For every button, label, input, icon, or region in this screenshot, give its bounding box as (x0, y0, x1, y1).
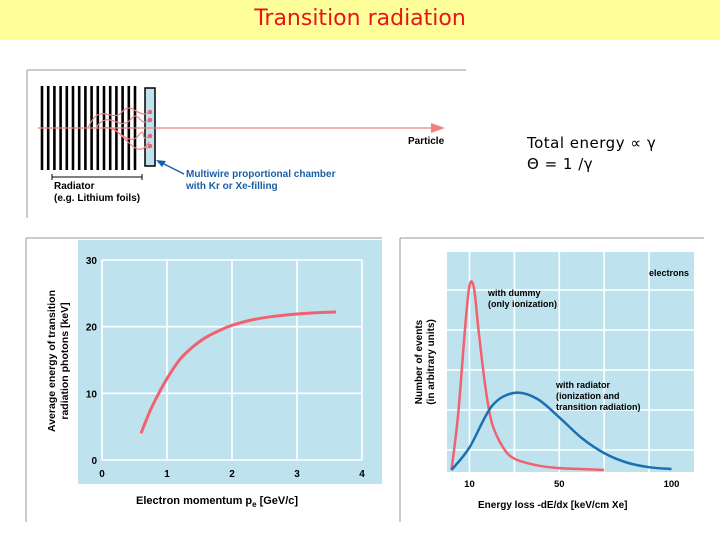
formula-angle: Θ = 1 /γ (527, 155, 594, 173)
chart2-y-axis-label-line2: (in arbitrary units) (426, 319, 437, 405)
photon-dot (147, 117, 153, 123)
chart1-x-tick-label: 0 (99, 469, 105, 480)
chart2-radiator-label: with radiator (555, 380, 611, 390)
chart2-grid (447, 252, 694, 472)
chart1-x-tick-label: 1 (164, 469, 170, 480)
photon-dot (147, 109, 153, 115)
chamber-gas-label: with Kr or Xe-filling (185, 181, 278, 192)
radiator-label: Radiator (54, 181, 95, 192)
photon-dot (147, 133, 153, 139)
chart1-x-tick-label: 4 (359, 469, 365, 480)
formula-block: Total energy ∝ γ Θ = 1 /γ (527, 133, 656, 175)
chart2-curve-radiator (450, 391, 672, 471)
particle-arrowhead (431, 123, 445, 133)
chart1-x-tick-label: 2 (229, 469, 235, 480)
slide-title: Transition radiation (254, 6, 466, 31)
radiation-ray (95, 115, 151, 129)
photon-dot (147, 143, 153, 149)
chart1-x-tick-label: 3 (294, 469, 300, 480)
chart1-curve (139, 310, 337, 434)
chart2-x-tick-label: 100 (664, 479, 680, 490)
chamber (144, 87, 156, 167)
chart2-y-axis-label: Number of events (414, 319, 425, 404)
chart2-dummy-label: with dummy (487, 288, 541, 298)
chart2-radiator-sublabel-2: transition radiation) (556, 402, 641, 412)
formula-total-energy: Total energy ∝ γ (527, 134, 657, 152)
radiation-ray (87, 107, 151, 129)
chart1-y-axis-label-line2: radiation photons [keV] (59, 302, 71, 419)
chamber-label: Multiwire proportional chamber (186, 169, 336, 180)
particle-label: Particle (408, 136, 445, 147)
chart2-x-axis-label: Energy loss -dE/dx [keV/cm Xe] (478, 500, 628, 511)
chart2-x-tick-label: 10 (464, 479, 475, 490)
chart2-x-tick-label: 50 (554, 479, 565, 490)
chart2-curve-dummy (450, 280, 605, 472)
chart1-x-axis-label: Electron momentum pe [GeV/c] (136, 495, 298, 509)
radiation-rays (87, 107, 153, 150)
chart1-y-axis-label: Average energy of transition (46, 290, 58, 432)
chart1-tick-labels: 0 1 2 3 4 0 10 20 30 (86, 256, 365, 480)
chart2-dummy-sublabel: (only ionization) (488, 299, 557, 309)
chart1-y-tick-label: 0 (91, 456, 97, 467)
chart2-tick-labels: 10 50 100 (464, 479, 679, 490)
radiation-ray (111, 127, 151, 150)
chamber-pointer-arrowhead (156, 160, 166, 167)
chart2-plot-area (447, 252, 694, 472)
title-bar: Transition radiation (0, 0, 720, 40)
chart2-legend-electrons: electrons (649, 268, 689, 278)
radiator-example-label: (e.g. Lithium foils) (54, 193, 140, 204)
chart2-radiator-sublabel: (ionization and (556, 391, 620, 401)
chart1-y-tick-label: 20 (86, 323, 98, 334)
chart1-y-tick-label: 10 (86, 389, 98, 400)
chart1-y-tick-label: 30 (86, 256, 98, 267)
